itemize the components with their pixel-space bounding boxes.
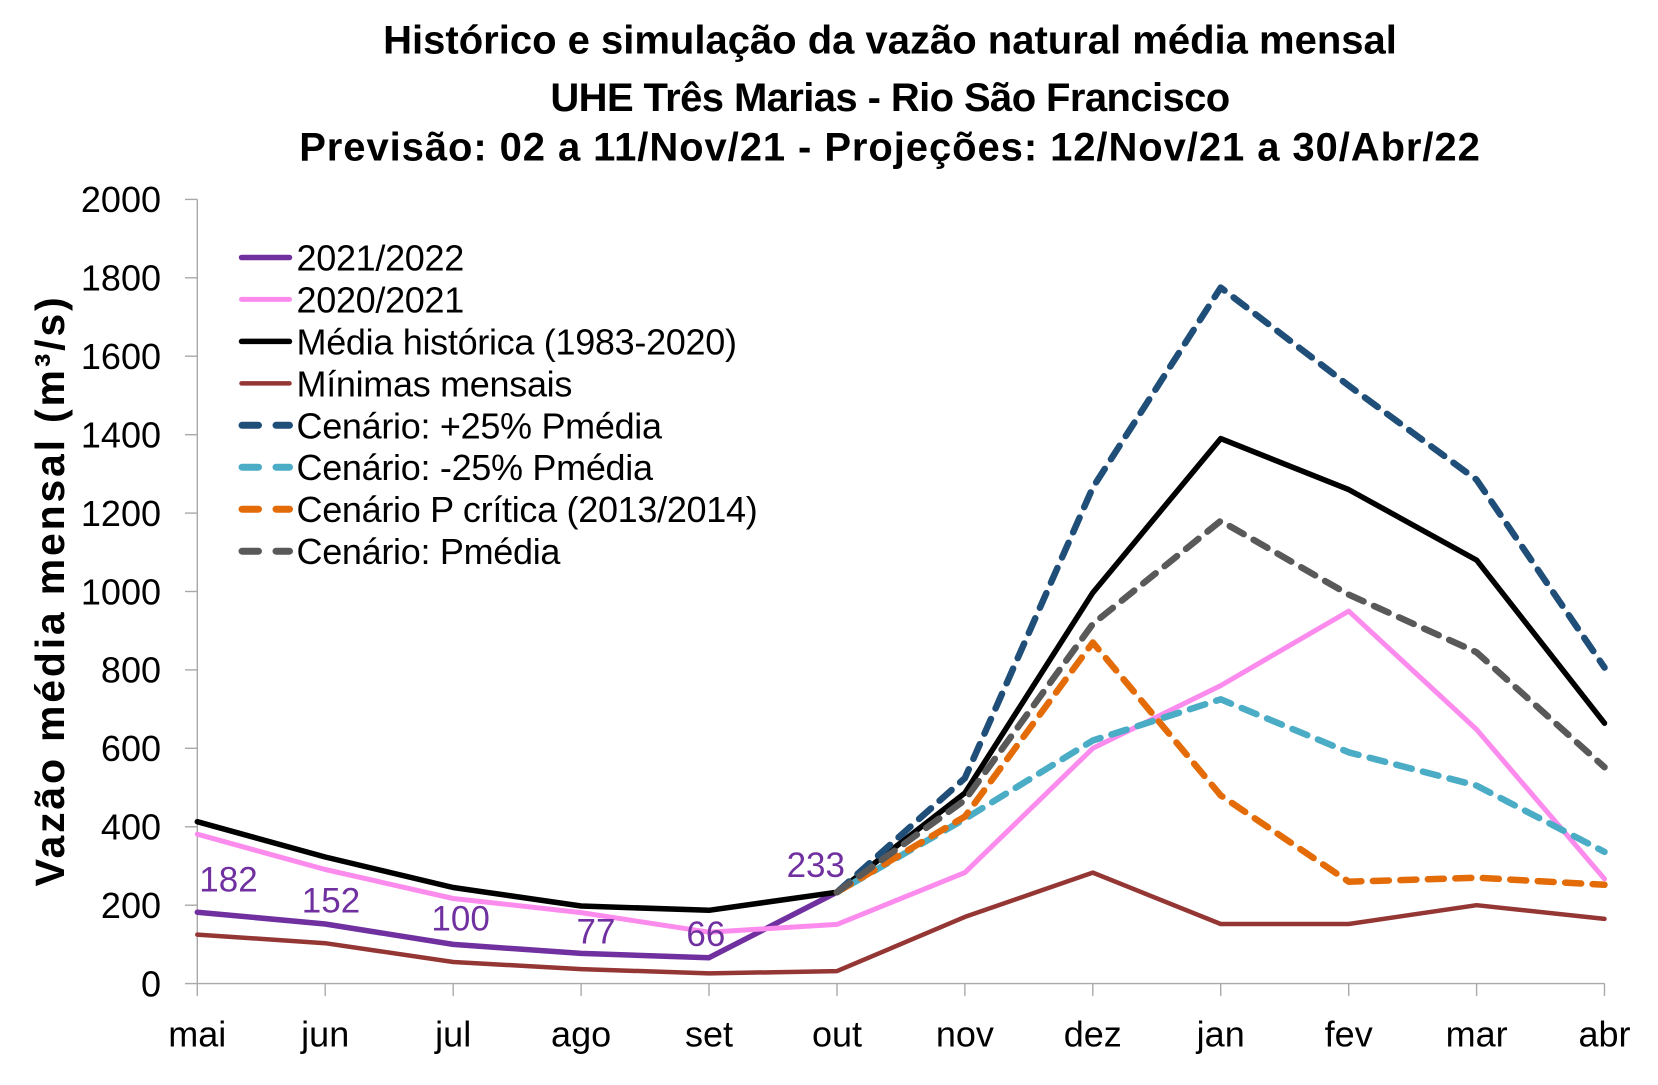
svg-text:mar: mar (1446, 1014, 1508, 1055)
svg-text:1000: 1000 (81, 571, 161, 612)
svg-text:dez: dez (1064, 1014, 1122, 1055)
svg-text:jun: jun (300, 1014, 349, 1055)
svg-text:mai: mai (168, 1014, 226, 1055)
svg-text:Mínimas mensais: Mínimas mensais (297, 363, 573, 404)
svg-text:2021/2022: 2021/2022 (297, 238, 464, 279)
svg-text:182: 182 (199, 860, 257, 899)
svg-text:77: 77 (577, 913, 616, 952)
svg-text:1400: 1400 (81, 415, 161, 456)
svg-text:out: out (812, 1014, 862, 1055)
svg-text:2020/2021: 2020/2021 (297, 279, 464, 320)
svg-text:100: 100 (431, 899, 489, 938)
svg-text:1600: 1600 (81, 336, 161, 377)
svg-text:fev: fev (1325, 1014, 1373, 1055)
svg-text:233: 233 (787, 846, 845, 885)
svg-text:Histórico e simulação da vazão: Histórico e simulação da vazão natural m… (383, 19, 1397, 63)
svg-text:1800: 1800 (81, 258, 161, 299)
svg-text:200: 200 (101, 885, 161, 926)
svg-text:1200: 1200 (81, 493, 161, 534)
svg-text:abr: abr (1578, 1014, 1630, 1055)
svg-text:nov: nov (936, 1014, 994, 1055)
svg-text:400: 400 (101, 807, 161, 848)
svg-text:800: 800 (101, 650, 161, 691)
svg-text:set: set (685, 1014, 733, 1055)
svg-text:Cenário P crítica (2013/2014): Cenário P crítica (2013/2014) (297, 489, 758, 530)
svg-text:UHE Três Marias - Rio São Fran: UHE Três Marias - Rio São Francisco (550, 76, 1229, 120)
svg-text:Média histórica (1983-2020): Média histórica (1983-2020) (297, 321, 737, 362)
svg-text:2000: 2000 (81, 179, 161, 220)
svg-text:Cenário: -25% Pmédia: Cenário: -25% Pmédia (297, 447, 654, 488)
svg-text:Previsão: 02 a 11/Nov/21 - Pro: Previsão: 02 a 11/Nov/21 - Projeções: 12… (299, 126, 1481, 170)
svg-text:66: 66 (686, 915, 725, 954)
svg-text:152: 152 (302, 882, 360, 921)
svg-text:Vazão média mensal (m³/s): Vazão média mensal (m³/s) (27, 295, 73, 887)
svg-text:600: 600 (101, 728, 161, 769)
svg-text:jul: jul (434, 1014, 471, 1055)
svg-text:jan: jan (1196, 1014, 1245, 1055)
svg-text:Cenário: Pmédia: Cenário: Pmédia (297, 531, 562, 572)
svg-text:0: 0 (141, 963, 161, 1004)
svg-text:ago: ago (551, 1014, 611, 1055)
svg-text:Cenário: +25% Pmédia: Cenário: +25% Pmédia (297, 405, 663, 446)
